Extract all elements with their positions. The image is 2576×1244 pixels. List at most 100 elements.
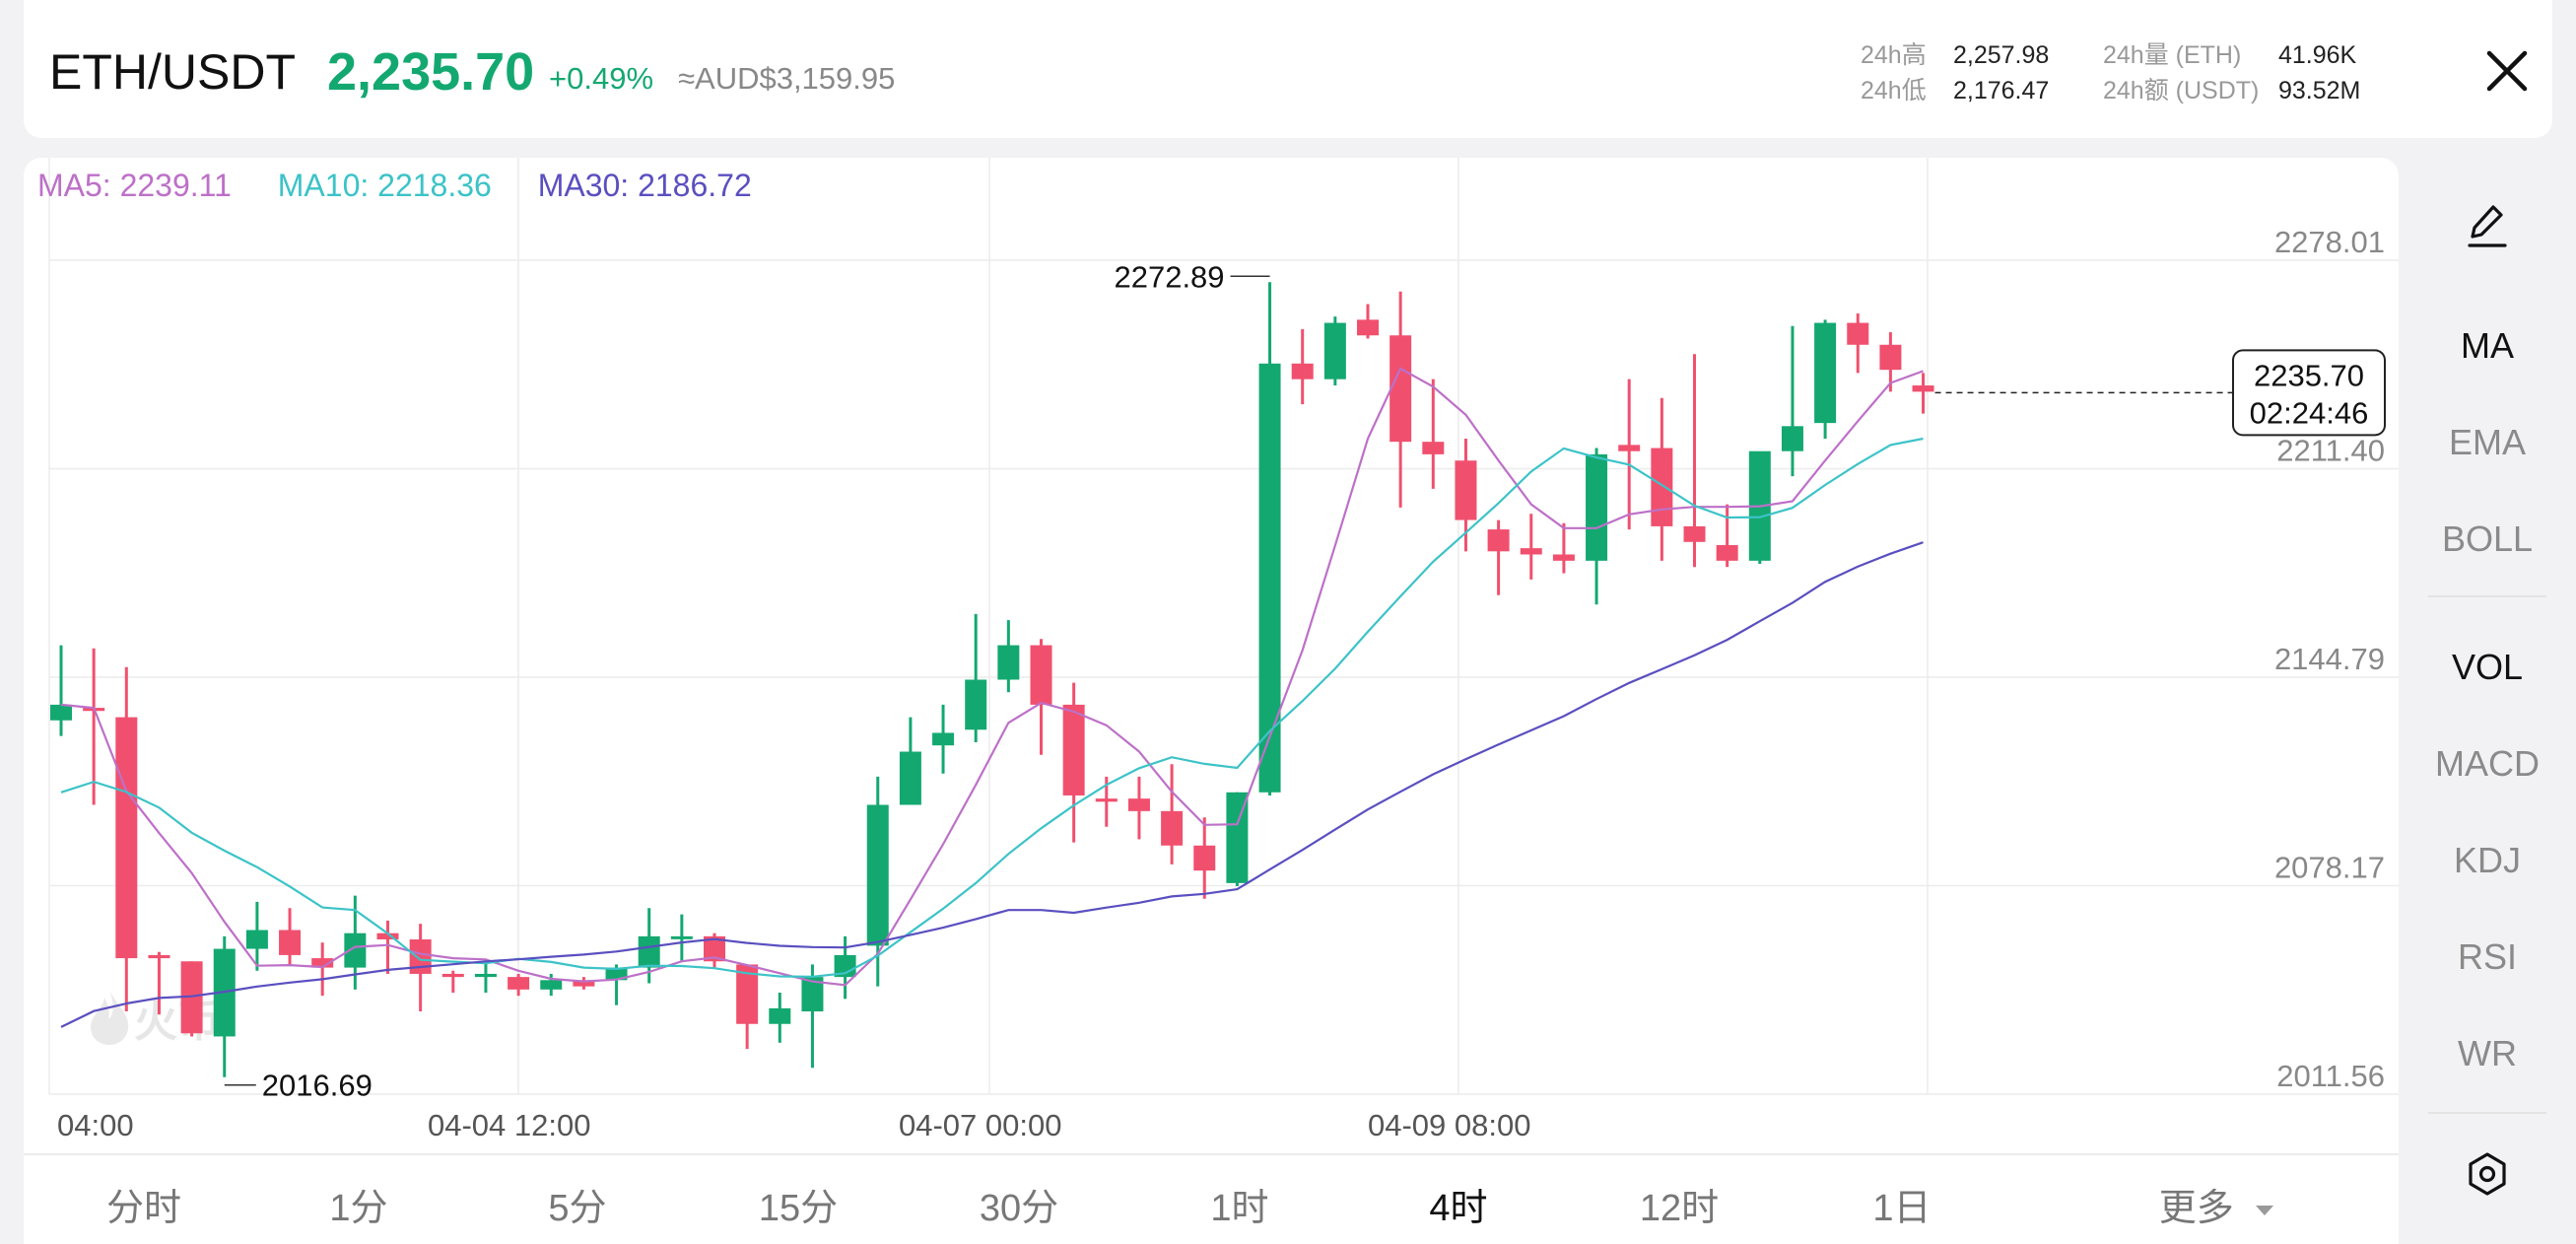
candle-body — [279, 930, 302, 955]
amount-value: 93.52M — [2278, 77, 2361, 104]
ma30-line — [60, 541, 1924, 1028]
low-label: 24h低 — [1861, 77, 1927, 104]
stats-values-col2: 41.96K 93.52M — [2278, 37, 2360, 108]
chevron-down-icon — [2256, 1205, 2274, 1215]
indicator-ma[interactable]: MA — [2461, 325, 2514, 366]
last-price-tag-value: 2235.70 — [2254, 358, 2364, 392]
tab-1min[interactable]: 1分 — [329, 1188, 388, 1229]
candle-body — [441, 973, 464, 978]
exchange-watermark: 火币 — [85, 986, 221, 1049]
candle-body — [769, 1007, 791, 1024]
stats-labels-col2: 24h量 (ETH) 24h额 (USDT) — [2103, 37, 2259, 108]
candle-body — [1193, 845, 1216, 871]
indicator-rsi[interactable]: RSI — [2457, 936, 2517, 977]
candle-body — [801, 977, 824, 1012]
candle-body — [1651, 448, 1673, 526]
tab-5min[interactable]: 5分 — [548, 1188, 607, 1229]
sidebar-divider — [2428, 595, 2546, 597]
y-tick-label: 2011.56 — [2276, 1059, 2385, 1093]
candle-countdown: 02:24:46 — [2250, 395, 2369, 430]
indicator-sidebar: MA EMA BOLL VOL MACD KDJ RSI WR — [2399, 158, 2576, 1242]
axis-labels: 2278.01 2211.40 2144.79 2078.17 2011.56 04:00… — [57, 225, 2386, 1142]
candle-body — [638, 935, 660, 968]
sidebar-divider — [2428, 1112, 2546, 1114]
max-price-label: 2272.89 — [1114, 259, 1224, 294]
tab-1day[interactable]: 1日 — [1872, 1188, 1932, 1229]
tab-timeline[interactable]: 分时 — [105, 1188, 181, 1229]
low-value: 2,176.47 — [1953, 77, 2050, 104]
tab-4hour[interactable]: 4时 — [1429, 1188, 1488, 1229]
indicator-ema[interactable]: EMA — [2448, 422, 2526, 462]
candle-body — [50, 704, 72, 721]
tab-15min[interactable]: 15分 — [758, 1188, 839, 1229]
indicator-boll[interactable]: BOLL — [2441, 518, 2534, 559]
chart-settings-button[interactable] — [2399, 1151, 2576, 1206]
high-label: 24h高 — [1861, 41, 1927, 69]
candle-body — [1716, 544, 1738, 561]
candle-body — [1487, 529, 1510, 552]
tab-30min[interactable]: 30分 — [979, 1188, 1059, 1229]
candle-body — [1847, 322, 1869, 345]
indicator-kdj[interactable]: KDJ — [2453, 840, 2521, 880]
volume-value: 41.96K — [2278, 41, 2357, 69]
x-tick-label: 04:00 — [57, 1108, 134, 1142]
x-tick-label: 04-07 00:00 — [899, 1108, 1061, 1142]
y-tick-label: 2211.40 — [2276, 434, 2385, 468]
ma-lines — [60, 367, 1924, 1028]
candle-body — [1520, 548, 1542, 555]
tab-1hour[interactable]: 1时 — [1210, 1188, 1269, 1229]
tab-more-label: 更多 — [2158, 1188, 2234, 1229]
candle-body — [409, 939, 432, 974]
indicator-vol[interactable]: VOL — [2451, 647, 2524, 687]
indicator-macd[interactable]: MACD — [2435, 743, 2540, 784]
candle-body — [965, 679, 987, 730]
ma10-line — [60, 437, 1924, 978]
indicator-wr[interactable]: WR — [2458, 1033, 2517, 1073]
candle-body — [573, 980, 595, 987]
x-tick-label: 04-04 12:00 — [428, 1108, 590, 1142]
candle-body — [1030, 645, 1052, 705]
candle-body — [1357, 319, 1379, 336]
candle-body — [704, 935, 725, 962]
volume-label: 24h量 (ETH) — [2103, 41, 2242, 69]
close-icon — [2486, 50, 2528, 92]
candle-body — [736, 964, 759, 1024]
candle-body — [311, 958, 334, 968]
ma10-legend: MA10: 2218.36 — [277, 168, 492, 203]
watermark-text: 火币 — [134, 998, 221, 1046]
ma5-line — [60, 367, 1924, 987]
ma-legend: MA5: 2239.11 MA10: 2218.36 MA30: 2186.72 — [37, 168, 789, 204]
tab-12hour[interactable]: 12时 — [1639, 1188, 1720, 1229]
candle-body — [1683, 525, 1706, 542]
candle-body — [1291, 363, 1314, 380]
draw-tool-button[interactable] — [2399, 201, 2576, 259]
candle-body — [1455, 460, 1477, 520]
min-price-label: 2016.69 — [262, 1069, 373, 1103]
candle-body — [1879, 344, 1902, 371]
candle-body — [899, 751, 921, 805]
last-price-tag — [2232, 349, 2386, 437]
price-change-percent: +0.49% — [549, 61, 654, 96]
close-button[interactable] — [2468, 32, 2546, 110]
settings-icon — [2469, 1152, 2506, 1196]
last-price: 2,235.70 — [327, 42, 535, 102]
candle-body — [1552, 554, 1575, 561]
candle-body — [670, 935, 693, 939]
aud-equivalent: ≈AUD$3,159.95 — [678, 61, 896, 96]
candle-body — [508, 977, 530, 990]
candle-body — [1161, 810, 1184, 846]
candle-body — [605, 967, 628, 981]
candle-body — [540, 980, 563, 990]
candle-body — [474, 973, 497, 978]
candle-body — [1586, 453, 1608, 561]
tab-more[interactable]: 更多 — [2109, 1177, 2326, 1231]
y-tick-label: 2278.01 — [2274, 225, 2385, 259]
stats-labels-col1: 24h高 24h低 — [1861, 37, 1927, 108]
trading-pair[interactable]: ETH/USDT — [49, 44, 296, 100]
timeframe-tabs: 分时 1分 5分 15分 30分 1时 4时 12时 1日 更多 — [24, 1153, 2399, 1244]
pencil-icon — [2468, 205, 2507, 247]
x-tick-label: 04-09 08:00 — [1368, 1108, 1530, 1142]
candle-body — [1618, 445, 1641, 451]
chart-grid — [48, 158, 2399, 1095]
